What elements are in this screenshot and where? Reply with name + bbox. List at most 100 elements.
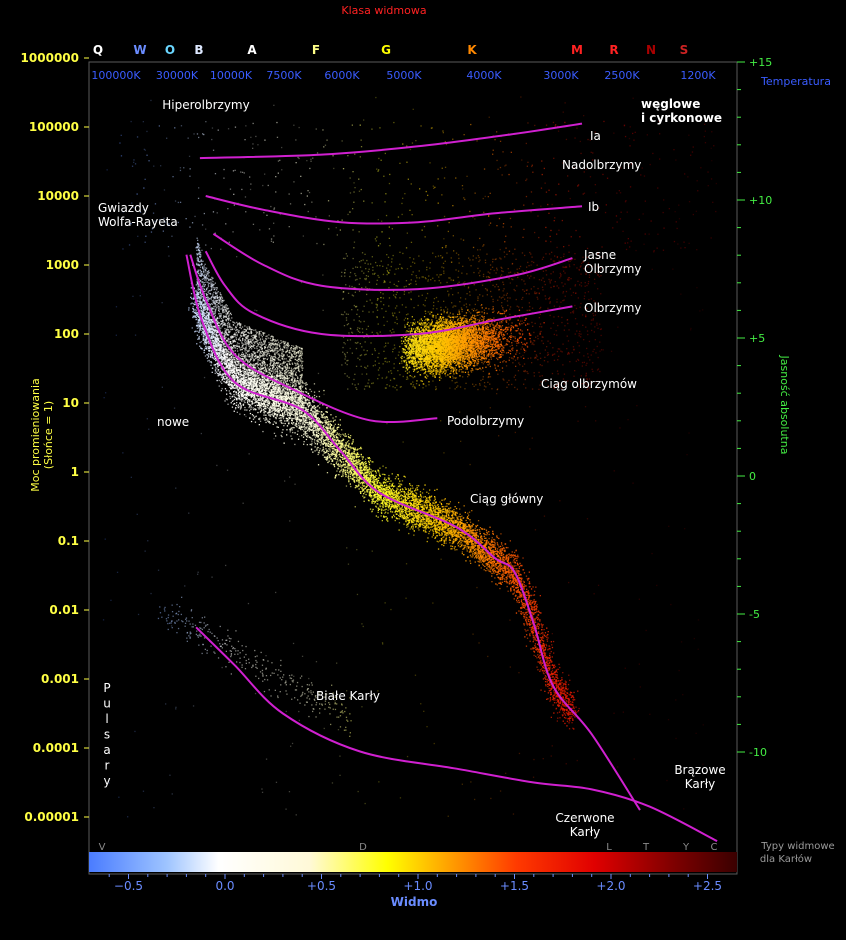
star-point bbox=[465, 519, 467, 522]
star-point bbox=[438, 511, 441, 513]
star-point bbox=[360, 471, 362, 473]
star-point bbox=[400, 507, 402, 509]
star-point bbox=[524, 593, 526, 595]
star-point bbox=[288, 418, 290, 421]
star-point bbox=[354, 506, 356, 508]
star-point bbox=[282, 392, 284, 394]
star-point bbox=[422, 488, 425, 490]
star-point bbox=[527, 590, 529, 592]
star-point bbox=[299, 420, 301, 422]
star-point bbox=[553, 673, 555, 675]
star-point bbox=[417, 500, 419, 503]
star-point bbox=[305, 407, 307, 409]
star-point bbox=[499, 570, 502, 572]
star-point bbox=[448, 519, 451, 521]
star-point bbox=[568, 710, 570, 713]
star-point bbox=[371, 498, 373, 500]
star-point bbox=[318, 390, 320, 393]
star-point bbox=[514, 560, 516, 562]
star-point bbox=[563, 683, 565, 685]
star-point bbox=[260, 400, 263, 402]
star-point bbox=[316, 429, 318, 432]
star-point bbox=[229, 356, 231, 359]
star-point bbox=[216, 353, 218, 355]
star-point bbox=[313, 405, 315, 407]
star-point bbox=[290, 412, 293, 414]
star-point bbox=[442, 528, 445, 530]
star-point bbox=[237, 406, 239, 409]
star-point bbox=[296, 426, 298, 428]
star-point bbox=[530, 629, 532, 631]
star-point bbox=[377, 503, 379, 505]
star-point bbox=[541, 666, 544, 668]
star-point bbox=[570, 703, 572, 705]
star-point bbox=[419, 520, 421, 522]
star-point bbox=[525, 616, 528, 618]
star-point bbox=[555, 699, 557, 701]
star-point bbox=[326, 416, 328, 419]
star-point bbox=[262, 371, 264, 374]
star-point bbox=[561, 708, 563, 710]
star-point bbox=[529, 599, 531, 601]
star-point bbox=[448, 507, 450, 510]
star-point bbox=[254, 397, 256, 399]
star-point bbox=[459, 516, 462, 518]
star-point bbox=[248, 394, 250, 396]
star-point bbox=[446, 514, 448, 516]
star-point bbox=[243, 397, 246, 399]
star-point bbox=[298, 389, 300, 392]
star-point bbox=[314, 443, 316, 445]
star-point bbox=[377, 487, 379, 489]
star-point bbox=[373, 482, 375, 484]
star-point bbox=[221, 358, 223, 360]
star-point bbox=[218, 325, 220, 327]
star-point bbox=[445, 533, 448, 535]
star-point bbox=[198, 331, 200, 333]
star-point bbox=[420, 520, 422, 523]
star-point bbox=[559, 690, 561, 692]
star-point bbox=[226, 370, 228, 372]
star-point bbox=[469, 560, 471, 562]
star-point bbox=[401, 488, 404, 490]
star-point bbox=[326, 411, 328, 413]
star-point bbox=[418, 508, 420, 510]
star-point bbox=[410, 487, 412, 490]
star-point bbox=[534, 638, 536, 640]
star-point bbox=[533, 651, 536, 653]
star-point bbox=[375, 474, 377, 477]
star-point bbox=[274, 413, 276, 416]
star-point bbox=[364, 477, 366, 479]
star-point bbox=[503, 567, 505, 569]
star-point bbox=[533, 599, 535, 601]
star-point bbox=[260, 402, 263, 405]
star-point bbox=[532, 647, 534, 649]
star-point bbox=[481, 551, 483, 553]
star-point bbox=[406, 526, 408, 528]
star-point bbox=[312, 420, 314, 422]
star-point bbox=[339, 419, 341, 421]
star-point bbox=[527, 611, 529, 613]
star-point bbox=[245, 396, 248, 399]
star-point bbox=[335, 416, 337, 418]
star-point bbox=[535, 600, 537, 603]
star-point bbox=[236, 398, 238, 400]
star-point bbox=[361, 478, 363, 480]
star-point bbox=[506, 570, 508, 572]
star-point bbox=[499, 581, 502, 583]
star-point bbox=[281, 390, 283, 392]
star-point bbox=[314, 397, 316, 399]
star-point bbox=[248, 392, 250, 394]
star-point bbox=[206, 314, 208, 316]
star-point bbox=[280, 391, 282, 393]
star-point bbox=[335, 461, 338, 463]
star-point bbox=[546, 662, 548, 664]
star-point bbox=[457, 530, 459, 532]
star-point bbox=[471, 535, 474, 537]
star-point bbox=[334, 435, 336, 437]
star-point bbox=[433, 500, 435, 502]
star-point bbox=[328, 441, 330, 443]
star-point bbox=[318, 411, 320, 413]
star-point bbox=[276, 405, 278, 408]
star-point bbox=[436, 524, 438, 526]
star-point bbox=[372, 474, 375, 476]
